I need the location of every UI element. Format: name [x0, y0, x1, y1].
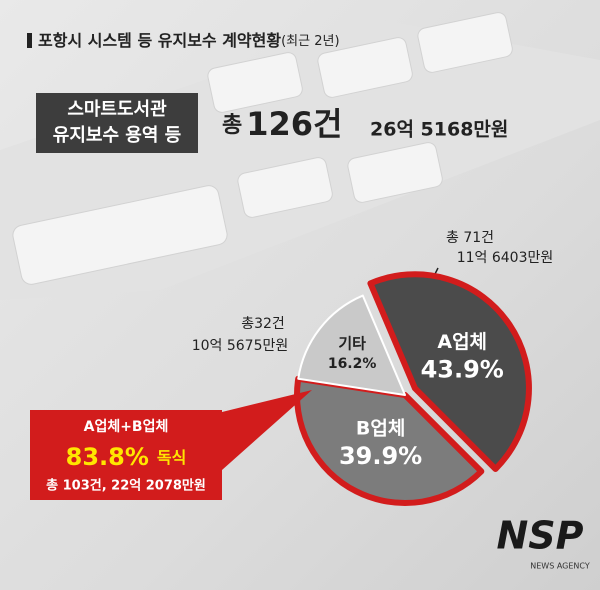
slice-value: 43.9% — [421, 355, 504, 383]
total-prefix: 총 — [222, 113, 242, 138]
slice-name: A업체 — [437, 331, 487, 353]
slice-name: B업체 — [356, 418, 405, 440]
annotation: 총32건 — [241, 316, 285, 332]
slice-value: 39.9% — [339, 442, 422, 470]
keyboard — [0, 12, 600, 300]
pie-slice — [297, 294, 406, 396]
title-text: 포항시 시스템 등 유지보수 계약현황 — [38, 31, 281, 50]
combo-share: 83.8% — [66, 443, 149, 471]
combo-word: 독식 — [157, 448, 186, 467]
total-amount: 26억 5168만원 — [370, 119, 508, 141]
subtitle: (최근 2년) — [281, 34, 339, 49]
callout-box — [30, 410, 222, 500]
pie-slice — [367, 271, 532, 472]
slice-value: 16.2% — [328, 356, 377, 372]
label-box — [36, 93, 198, 153]
total-count: 126건 — [246, 105, 342, 143]
box-line: 스마트도서관 — [67, 99, 167, 120]
callout-title: A업체+B업체 — [84, 419, 169, 435]
total: 총 126건 — [222, 105, 343, 143]
callout-pointer — [222, 390, 312, 470]
title-marker — [27, 33, 32, 48]
pie-slice — [294, 375, 485, 506]
logo-tagline: NEWS AGENCY — [530, 562, 590, 571]
logo: NSP — [496, 514, 583, 558]
annotation: 11억 6403만원 — [457, 250, 554, 266]
box-line: 유지보수 용역 등 — [53, 125, 181, 146]
callout-share: 83.8% 독식 — [66, 443, 187, 471]
callout-detail: 총 103건, 22억 2078만원 — [46, 478, 206, 494]
slice-name: 기타 — [338, 334, 366, 352]
title: 포항시 시스템 등 유지보수 계약현황(최근 2년) — [38, 31, 340, 50]
annotation: 총 71건 — [446, 230, 494, 246]
annotation: 10억 5675만원 — [192, 338, 289, 354]
